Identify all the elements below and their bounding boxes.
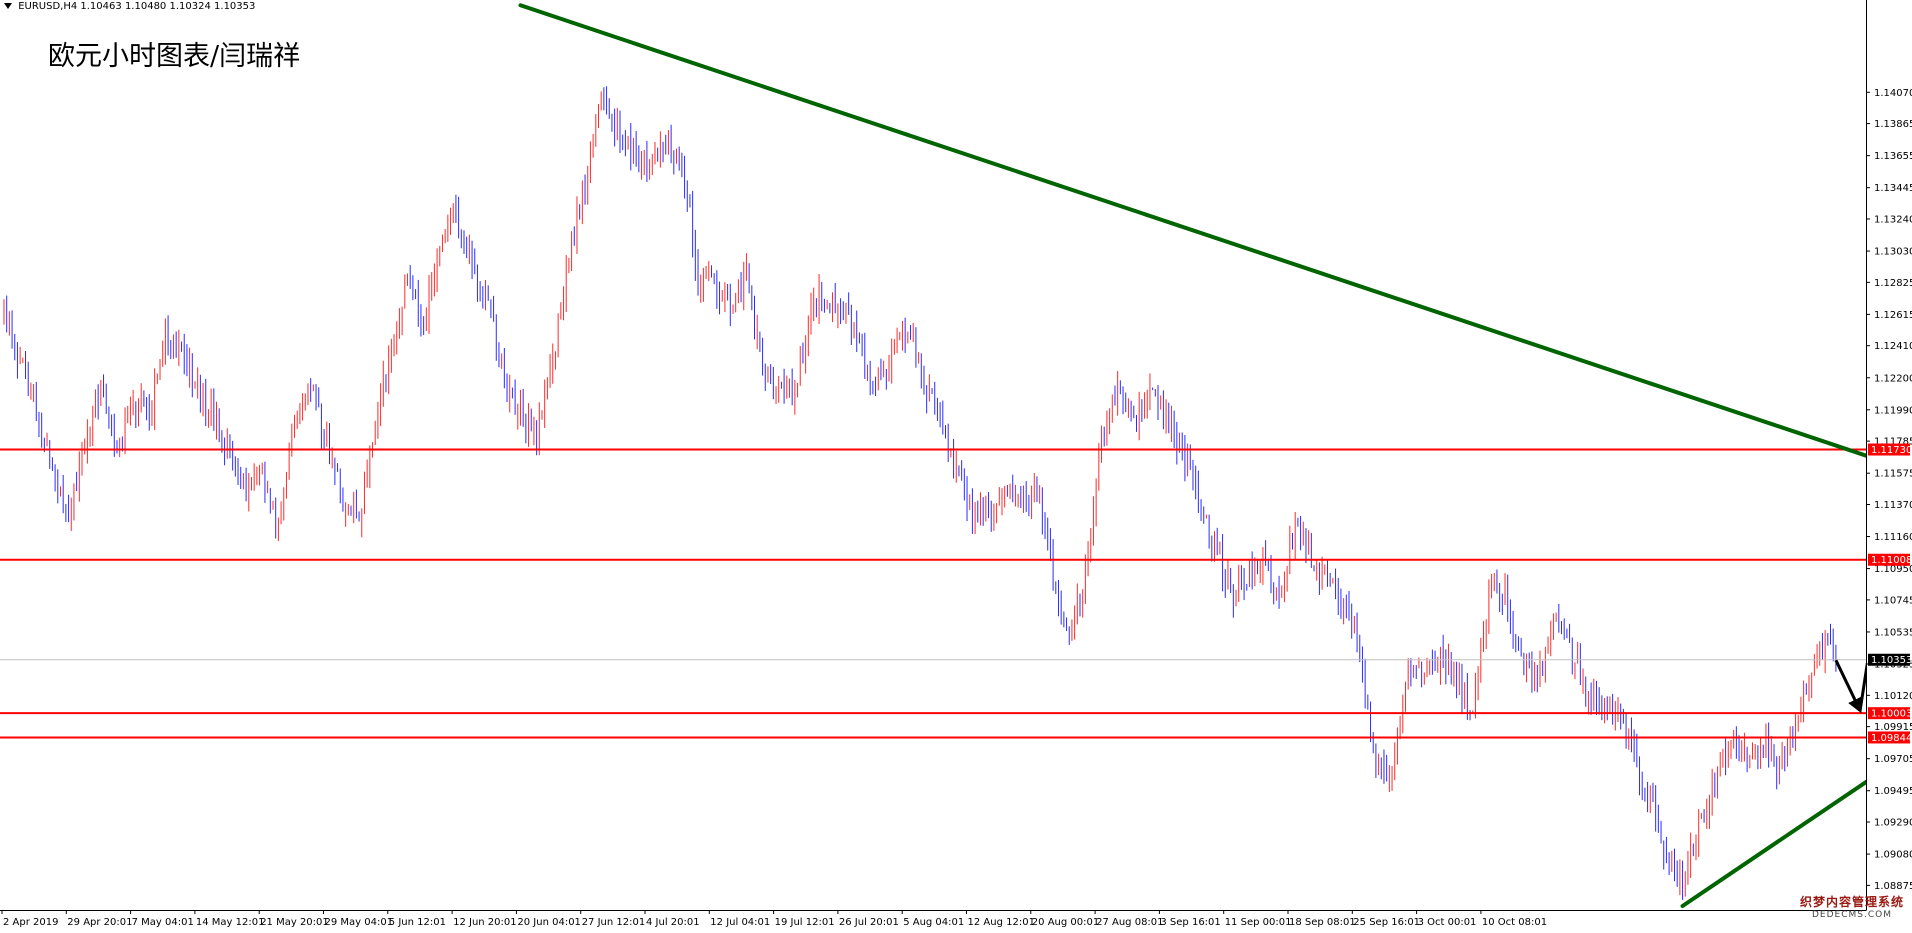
x-tick-label: 3 Oct 00:01 (1418, 917, 1477, 928)
watermark-line1: 织梦内容管理系统 (1799, 895, 1904, 909)
current-price-badge (1868, 653, 1910, 666)
y-tick-label: 1.09495 (1874, 786, 1912, 797)
y-tick-label: 1.10950 (1874, 564, 1912, 575)
y-tick-label: 1.08875 (1874, 881, 1912, 892)
x-tick-label: 19 Jul 12:01 (775, 917, 835, 928)
x-tick-label: 12 Aug 12:01 (968, 917, 1035, 928)
y-tick-label: 1.11990 (1874, 405, 1912, 416)
level-badge (1868, 731, 1910, 744)
ohlc-close: 1.10353 (214, 1, 256, 12)
x-tick-label: 18 Sep 08:01 (1289, 917, 1356, 928)
x-tick-label: 5 Aug 04:01 (903, 917, 964, 928)
y-tick-label: 1.11785 (1874, 437, 1912, 448)
watermark-line2: DEDECMS.COM (1811, 910, 1892, 920)
projection-arrow[interactable] (1900, 465, 1912, 633)
x-tick-label: 27 Jun 12:01 (582, 917, 646, 928)
x-tick-label: 27 Aug 08:01 (1096, 917, 1163, 928)
x-tick-label: 25 Sep 16:01 (1353, 917, 1420, 928)
overlay-title: 欧元小时图表/闫瑞祥 (48, 41, 301, 72)
x-tick-label: 4 Jul 20:01 (646, 917, 700, 928)
projection-arrow[interactable] (1858, 552, 1884, 711)
y-tick-label: 1.13240 (1874, 214, 1912, 225)
ohlc-low: 1.10324 (169, 1, 211, 12)
x-tick-label: 2 Apr 2019 (3, 917, 58, 928)
x-tick-label: 14 May 12:01 (196, 917, 265, 928)
x-tick-label: 12 Jul 04:01 (710, 917, 770, 928)
x-tick-label: 5 Jun 12:01 (389, 917, 446, 928)
ascending-support-trendline[interactable] (1680, 562, 1912, 908)
level-badge (1868, 443, 1910, 456)
x-tick-label: 29 Apr 20:01 (67, 917, 132, 928)
x-tick-label: 10 Oct 08:01 (1482, 917, 1547, 928)
y-tick-label: 1.14070 (1874, 88, 1912, 99)
x-tick-label: 7 May 04:01 (132, 917, 194, 928)
candles (3, 86, 1837, 900)
y-tick-label: 1.13865 (1874, 119, 1912, 130)
y-tick-label: 1.13655 (1874, 151, 1912, 162)
descending-resistance-trendline[interactable] (518, 3, 1912, 602)
x-tick-label: 20 Aug 00:01 (1032, 917, 1099, 928)
current-price-badge-label: 1.10353 (1871, 655, 1912, 666)
level-badge (1868, 707, 1910, 720)
y-tick-label: 1.11160 (1874, 532, 1912, 543)
watermark: 织梦内容管理系统 DEDECMS.COM (1800, 893, 1904, 920)
level-badge-label: 1.11730 (1871, 445, 1912, 456)
x-tick-label: 3 Sep 16:01 (1160, 917, 1220, 928)
y-tick-label: 1.09915 (1874, 722, 1912, 733)
level-badge-label: 1.11008 (1871, 555, 1912, 566)
triangle-down-icon[interactable] (4, 3, 12, 9)
y-tick-label: 1.09080 (1874, 850, 1912, 861)
y-tick-label: 1.12410 (1874, 341, 1912, 352)
ohlc-high: 1.10480 (124, 1, 167, 12)
y-tick-label: 1.09705 (1874, 754, 1912, 765)
symbol-name: EURUSD,H4 (18, 1, 78, 12)
x-tick-label: 20 Jun 04:01 (517, 917, 581, 928)
x-tick-label: 21 May 20:01 (260, 917, 329, 928)
y-tick-label: 1.13030 (1874, 247, 1912, 258)
y-tick-label: 1.12825 (1874, 278, 1912, 289)
x-tick-label: 26 Jul 20:01 (839, 917, 899, 928)
drawings (0, 3, 1912, 908)
y-tick-label: 1.12200 (1874, 373, 1912, 384)
y-tick-label: 1.11575 (1874, 469, 1912, 480)
y-tick-label: 1.12615 (1874, 310, 1912, 321)
level-badge (1868, 553, 1910, 566)
x-tick-label: 11 Sep 00:01 (1225, 917, 1292, 928)
y-tick-label: 1.11370 (1874, 500, 1912, 511)
x-tick-label: 12 Jun 20:01 (453, 917, 517, 928)
y-tick-label: 1.10745 (1874, 595, 1912, 606)
y-tick-label: 1.13445 (1874, 183, 1912, 194)
y-tick-label: 1.10535 (1874, 627, 1912, 638)
y-tick-label: 1.09290 (1874, 818, 1912, 829)
symbol-header: EURUSD,H4 1.10463 1.10480 1.10324 1.1035… (4, 1, 255, 12)
x-tick-label: 29 May 04:01 (325, 917, 394, 928)
ohlc-open: 1.10463 (80, 1, 122, 12)
y-tick-label: 1.10120 (1874, 691, 1912, 702)
level-badge-label: 1.10003 (1871, 709, 1912, 720)
projection-arrow[interactable] (1834, 659, 1862, 714)
level-badge-label: 1.09844 (1871, 733, 1912, 744)
